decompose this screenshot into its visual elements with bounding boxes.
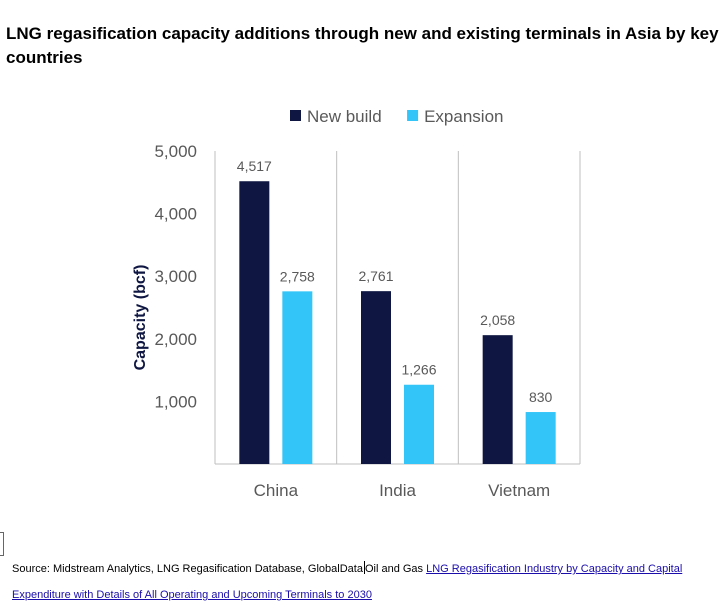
- data-label: 2,058: [480, 312, 515, 328]
- legend-label: Expansion: [424, 107, 503, 126]
- text-caret: [363, 561, 365, 574]
- chart-title: LNG regasification capacity additions th…: [6, 24, 719, 67]
- data-label: 2,758: [280, 268, 315, 284]
- data-label: 830: [529, 389, 553, 405]
- report-link[interactable]: LNG Regasification Industry by Capacity …: [12, 563, 683, 601]
- bar-expansion: [525, 412, 556, 464]
- bars: [239, 181, 556, 465]
- legend: New build Expansion: [290, 107, 503, 126]
- source-prefix: Source: Midstream Analytics, LNG Regasif…: [12, 563, 363, 575]
- y-tick-label: 2,000: [154, 330, 197, 349]
- legend-label: New build: [307, 107, 382, 126]
- x-tick-label: Vietnam: [488, 481, 550, 500]
- bar-chart: New build Expansion 1,000 2,000 3,000 4,000 5…: [132, 107, 581, 500]
- data-labels: 4,517 2,761 2,058 2,758 1,266 830: [237, 158, 553, 405]
- data-label: 1,266: [401, 362, 436, 378]
- legend-swatch: [290, 110, 301, 121]
- bar-new-build: [482, 335, 513, 464]
- y-tick-label: 1,000: [154, 392, 197, 411]
- y-axis-title: Capacity (bcf): [132, 265, 149, 371]
- y-tick-label: 5,000: [154, 142, 197, 161]
- data-label: 2,761: [358, 268, 393, 284]
- bar-new-build: [361, 291, 391, 464]
- legend-swatch: [407, 110, 419, 121]
- axes: 1,000 2,000 3,000 4,000 5,000 Capacity (bcf) C…: [132, 142, 581, 500]
- source-note: Source: Midstream Analytics, LNG Regasif…: [12, 556, 712, 608]
- bar-expansion: [404, 384, 434, 464]
- bar-expansion: [282, 291, 313, 464]
- text-cursor-box: [0, 532, 4, 556]
- y-tick-label: 3,000: [154, 267, 197, 286]
- bar-new-build: [239, 181, 270, 465]
- x-tick-label: China: [254, 481, 299, 500]
- source-middle: Oil and Gas: [364, 563, 427, 575]
- x-tick-label: India: [379, 481, 416, 500]
- data-label: 4,517: [237, 158, 272, 174]
- y-tick-label: 4,000: [154, 205, 197, 224]
